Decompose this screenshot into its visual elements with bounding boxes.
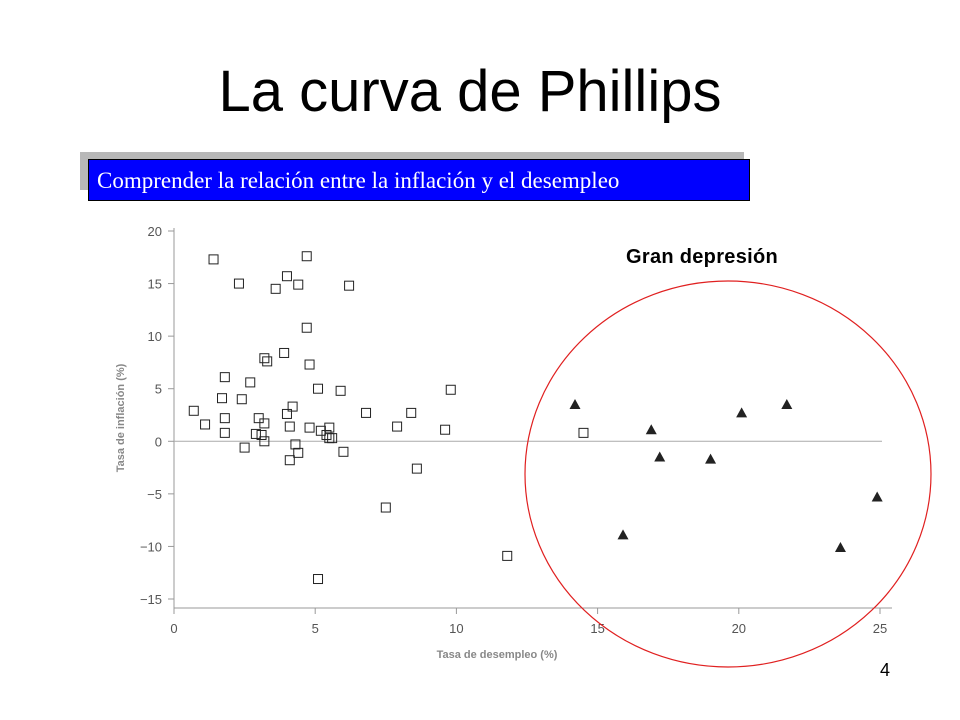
slide-subtitle: Comprender la relación entre la inflació… [88, 159, 750, 201]
y-tick-label: 10 [148, 329, 162, 344]
square-data-point [324, 422, 335, 433]
square-data-point [361, 407, 372, 418]
square-data-point [259, 418, 270, 429]
triangle-data-point [705, 453, 717, 464]
y-tick-label: 0 [155, 434, 162, 449]
square-data-point [217, 393, 228, 404]
great-depression-label: Gran depresión [626, 246, 779, 268]
x-ticks: 0 5 10 15 20 25 [170, 608, 887, 636]
y-tick-label: −15 [140, 592, 162, 607]
square-data-point [411, 463, 422, 474]
square-data-point [445, 384, 456, 395]
triangle-data-point [871, 491, 883, 502]
slide-title: La curva de Phillips [218, 59, 722, 124]
square-data-point [279, 347, 290, 358]
triangle-data-point [834, 541, 846, 552]
chart-frame [173, 228, 892, 609]
square-data-point [301, 251, 312, 262]
x-tick-label: 20 [732, 621, 746, 636]
square-data-point [321, 429, 332, 440]
y-ticks: 20 15 10 5 0 −5 −10 −15 [140, 224, 174, 607]
great-depression-circle [524, 280, 932, 668]
square-data-point [219, 427, 230, 438]
square-data-point [200, 419, 211, 430]
square-data-point [253, 413, 264, 424]
square-data-point [313, 574, 324, 585]
square-data-point [239, 442, 250, 453]
square-data-point [293, 279, 304, 290]
square-data-point [406, 407, 417, 418]
square-data-point [219, 372, 230, 383]
square-data-point [392, 421, 403, 432]
square-data-point [208, 254, 219, 265]
x-tick-label: 5 [312, 621, 319, 636]
y-tick-label: 15 [148, 277, 162, 292]
y-tick-label: 20 [148, 224, 162, 239]
square-data-point [281, 271, 292, 282]
square-data-point [304, 422, 315, 433]
square-data-point [304, 359, 315, 370]
square-data-point [259, 436, 270, 447]
square-data-point [335, 385, 346, 396]
triangle-data-point [569, 398, 581, 409]
triangle-data-point [736, 407, 748, 418]
square-data-point [313, 383, 324, 394]
square-data-point [233, 278, 244, 289]
square-data-point [270, 283, 281, 294]
page-number: 4 [880, 660, 891, 680]
x-tick-label: 10 [449, 621, 463, 636]
square-data-point [284, 455, 295, 466]
square-data-point [188, 405, 199, 416]
square-data-point [293, 447, 304, 458]
square-data-point [324, 433, 335, 444]
square-data-point [301, 322, 312, 333]
square-data-point [287, 401, 298, 412]
square-data-point [245, 377, 256, 388]
square-data-point [502, 550, 513, 561]
triangle-data-point [654, 451, 666, 462]
triangle-data-point [645, 424, 657, 435]
square-data-point [236, 394, 247, 405]
triangle-data-point [617, 529, 629, 540]
y-axis-label: Tasa de inflación (%) [115, 363, 127, 472]
square-data-point [219, 413, 230, 424]
y-tick-label: 5 [155, 382, 162, 397]
square-data-point [440, 424, 451, 435]
data-markers [188, 251, 883, 585]
y-tick-label: −10 [140, 539, 162, 554]
x-tick-label: 0 [170, 621, 177, 636]
square-data-point [290, 439, 301, 450]
x-axis-label: Tasa de desempleo (%) [437, 649, 558, 661]
square-data-point [256, 429, 267, 440]
square-data-point [281, 408, 292, 419]
square-data-point [338, 446, 349, 457]
y-tick-label: −5 [147, 487, 162, 502]
square-data-point [380, 502, 391, 513]
square-data-point [284, 421, 295, 432]
square-data-point [262, 356, 273, 367]
x-tick-label: 15 [590, 621, 604, 636]
square-data-point [250, 428, 261, 439]
square-data-point [578, 427, 589, 438]
triangle-data-point [781, 398, 793, 409]
square-data-point [344, 280, 355, 291]
x-tick-label: 25 [873, 621, 887, 636]
square-data-point [259, 353, 270, 364]
